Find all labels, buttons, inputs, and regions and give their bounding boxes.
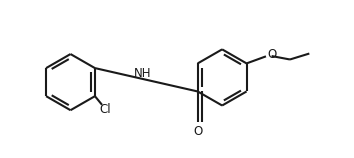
Text: O: O bbox=[268, 48, 277, 61]
Text: O: O bbox=[193, 125, 202, 138]
Text: NH: NH bbox=[134, 67, 152, 80]
Text: Cl: Cl bbox=[99, 103, 111, 116]
